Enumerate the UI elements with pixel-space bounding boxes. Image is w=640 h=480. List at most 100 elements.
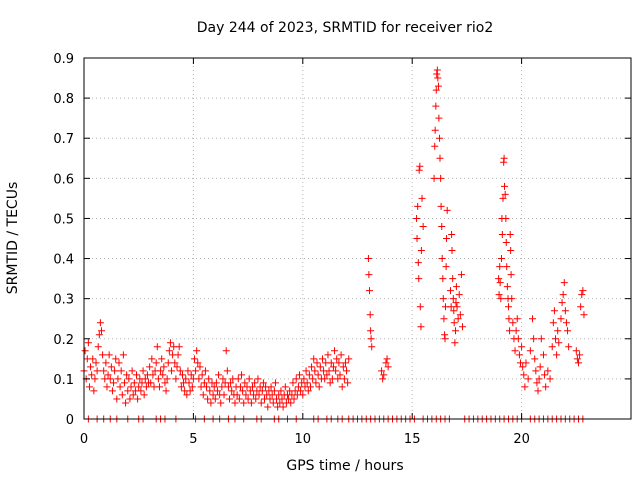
data-point <box>196 363 204 371</box>
data-point <box>241 379 249 387</box>
y-tick-label: 0.4 <box>53 253 74 268</box>
data-point <box>541 371 549 379</box>
data-point <box>213 387 221 395</box>
data-point <box>107 363 115 371</box>
x-axis-label: GPS time / hours <box>286 458 403 474</box>
data-point <box>495 275 503 283</box>
data-point <box>337 351 345 359</box>
data-point <box>116 383 124 391</box>
data-point <box>431 126 439 134</box>
data-point <box>417 323 425 331</box>
data-point <box>438 255 446 263</box>
data-point <box>430 174 438 182</box>
data-point <box>454 315 462 323</box>
data-point <box>416 162 424 170</box>
data-point <box>514 335 522 343</box>
data-point <box>529 315 537 323</box>
data-point <box>368 343 376 351</box>
data-point <box>518 343 526 351</box>
data-point <box>329 363 337 371</box>
data-point <box>255 391 263 399</box>
data-point <box>192 367 200 375</box>
data-point <box>95 331 103 339</box>
data-point <box>446 287 454 295</box>
data-point <box>416 303 424 311</box>
data-point <box>209 391 217 399</box>
data-point <box>561 307 569 315</box>
plot-frame <box>83 57 632 420</box>
data-point <box>152 359 160 367</box>
data-point <box>456 311 464 319</box>
data-point <box>108 387 116 395</box>
data-point <box>269 399 277 407</box>
data-point <box>539 351 547 359</box>
data-point <box>431 142 439 150</box>
data-point <box>519 363 527 371</box>
data-point <box>455 291 463 299</box>
data-point <box>367 335 375 343</box>
data-point <box>164 359 172 367</box>
x-tick-label: 10 <box>295 432 312 447</box>
data-point <box>502 239 510 247</box>
data-point <box>502 214 510 222</box>
data-point <box>134 395 142 403</box>
data-point <box>204 395 212 403</box>
data-point <box>433 70 441 78</box>
data-point <box>155 383 163 391</box>
data-point <box>506 327 514 335</box>
data-point <box>268 391 276 399</box>
data-point <box>92 359 100 367</box>
y-tick-label: 0.3 <box>53 293 74 308</box>
data-point <box>257 399 265 407</box>
data-point <box>201 367 209 375</box>
data-point <box>572 347 580 355</box>
data-point <box>501 190 509 198</box>
data-point <box>231 399 239 407</box>
data-point <box>117 367 125 375</box>
data-point <box>339 363 347 371</box>
data-point <box>366 311 374 319</box>
data-point <box>289 379 297 387</box>
data-point <box>452 299 460 307</box>
data-point <box>380 371 388 379</box>
data-point <box>418 194 426 202</box>
data-point <box>102 359 110 367</box>
data-point <box>138 379 146 387</box>
data-point <box>306 383 314 391</box>
data-point <box>419 222 427 230</box>
x-tick-label: 15 <box>404 432 421 447</box>
data-point <box>276 399 284 407</box>
data-point <box>449 295 457 303</box>
data-point <box>316 363 324 371</box>
data-point <box>279 403 287 411</box>
y-tick-label: 0.9 <box>53 52 74 67</box>
data-point <box>443 235 451 242</box>
data-point <box>450 307 458 315</box>
data-point <box>217 399 225 407</box>
data-point <box>85 383 93 391</box>
x-tick-label: 0 <box>80 432 88 447</box>
x-tick-label: 5 <box>189 432 197 447</box>
data-point <box>443 206 451 214</box>
data-point <box>178 371 186 379</box>
data-point <box>162 387 170 395</box>
data-point <box>222 347 230 355</box>
data-point <box>112 355 120 363</box>
data-point <box>198 371 206 379</box>
data-point <box>188 383 196 391</box>
x-tick-labels: 0 5 10 15 20 <box>80 432 530 447</box>
data-point <box>187 371 195 379</box>
data-point <box>497 295 505 303</box>
data-point <box>512 327 520 335</box>
data-point <box>367 327 375 335</box>
data-point <box>160 363 168 371</box>
data-point <box>432 102 440 110</box>
data-point <box>126 395 134 403</box>
data-point <box>203 383 211 391</box>
data-point <box>553 351 561 359</box>
data-point <box>415 275 423 283</box>
data-point <box>515 351 523 359</box>
data-point <box>559 291 567 299</box>
data-point <box>414 259 422 267</box>
data-point <box>332 367 340 375</box>
